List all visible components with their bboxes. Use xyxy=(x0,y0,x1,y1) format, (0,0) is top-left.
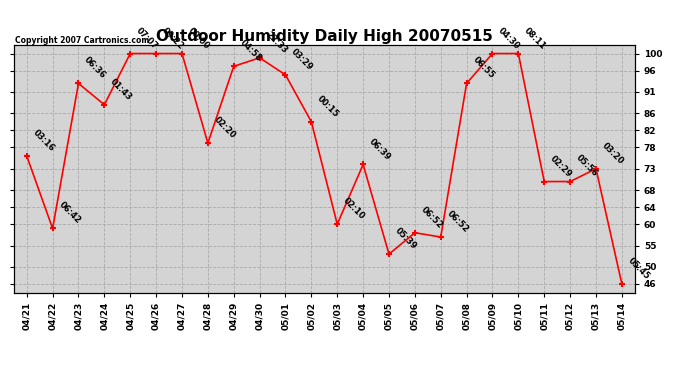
Text: 06:52: 06:52 xyxy=(445,209,470,234)
Text: 08:11: 08:11 xyxy=(522,26,548,51)
Title: Outdoor Humidity Daily High 20070515: Outdoor Humidity Daily High 20070515 xyxy=(156,29,493,44)
Text: 06:36: 06:36 xyxy=(83,56,108,81)
Text: 03:29: 03:29 xyxy=(290,47,315,72)
Text: 00:15: 00:15 xyxy=(315,94,341,119)
Text: 06:42: 06:42 xyxy=(57,200,82,226)
Text: Copyright 2007 Cartronics.com: Copyright 2007 Cartronics.com xyxy=(15,36,149,45)
Text: 02:20: 02:20 xyxy=(212,115,237,140)
Text: 02:29: 02:29 xyxy=(549,154,573,179)
Text: 02:10: 02:10 xyxy=(342,196,366,222)
Text: 06:39: 06:39 xyxy=(367,136,393,162)
Text: 04:58: 04:58 xyxy=(238,38,263,63)
Text: 01:43: 01:43 xyxy=(108,77,134,102)
Text: 04:30: 04:30 xyxy=(497,26,522,51)
Text: 06:55: 06:55 xyxy=(471,56,496,81)
Text: 09:22: 09:22 xyxy=(160,26,186,51)
Text: 03:16: 03:16 xyxy=(31,128,56,153)
Text: 05:45: 05:45 xyxy=(626,256,651,281)
Text: 06:52: 06:52 xyxy=(419,205,444,230)
Text: 05:56: 05:56 xyxy=(574,153,600,179)
Text: 05:39: 05:39 xyxy=(393,226,418,251)
Text: 22:33: 22:33 xyxy=(264,30,289,55)
Text: 00:00: 00:00 xyxy=(186,26,211,51)
Text: 03:20: 03:20 xyxy=(600,141,625,166)
Text: 07:07: 07:07 xyxy=(135,26,159,51)
